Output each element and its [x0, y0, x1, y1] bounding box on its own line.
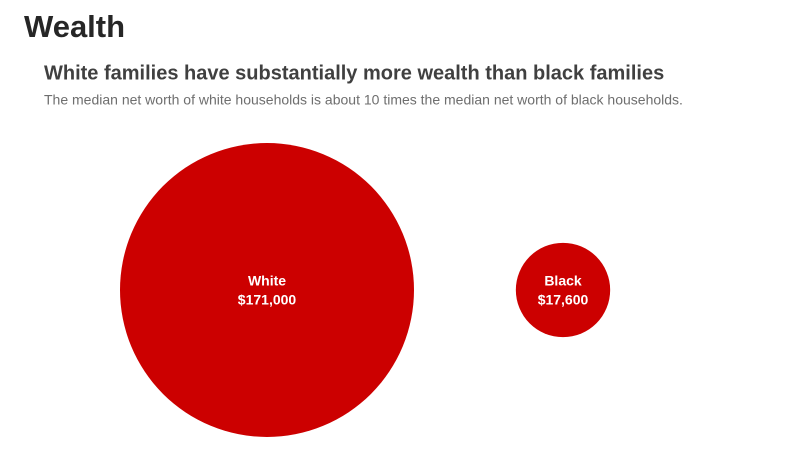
bubble: [120, 143, 414, 437]
chart-subtitle: The median net worth of white households…: [44, 92, 683, 108]
page-title: Wealth: [24, 9, 125, 44]
value-label: $171,000: [238, 292, 297, 308]
bubble: [515, 242, 611, 338]
value-label: $17,600: [538, 292, 589, 308]
category-label: White: [248, 273, 286, 289]
category-label: Black: [544, 273, 582, 289]
chart-title: White families have substantially more w…: [44, 62, 664, 84]
